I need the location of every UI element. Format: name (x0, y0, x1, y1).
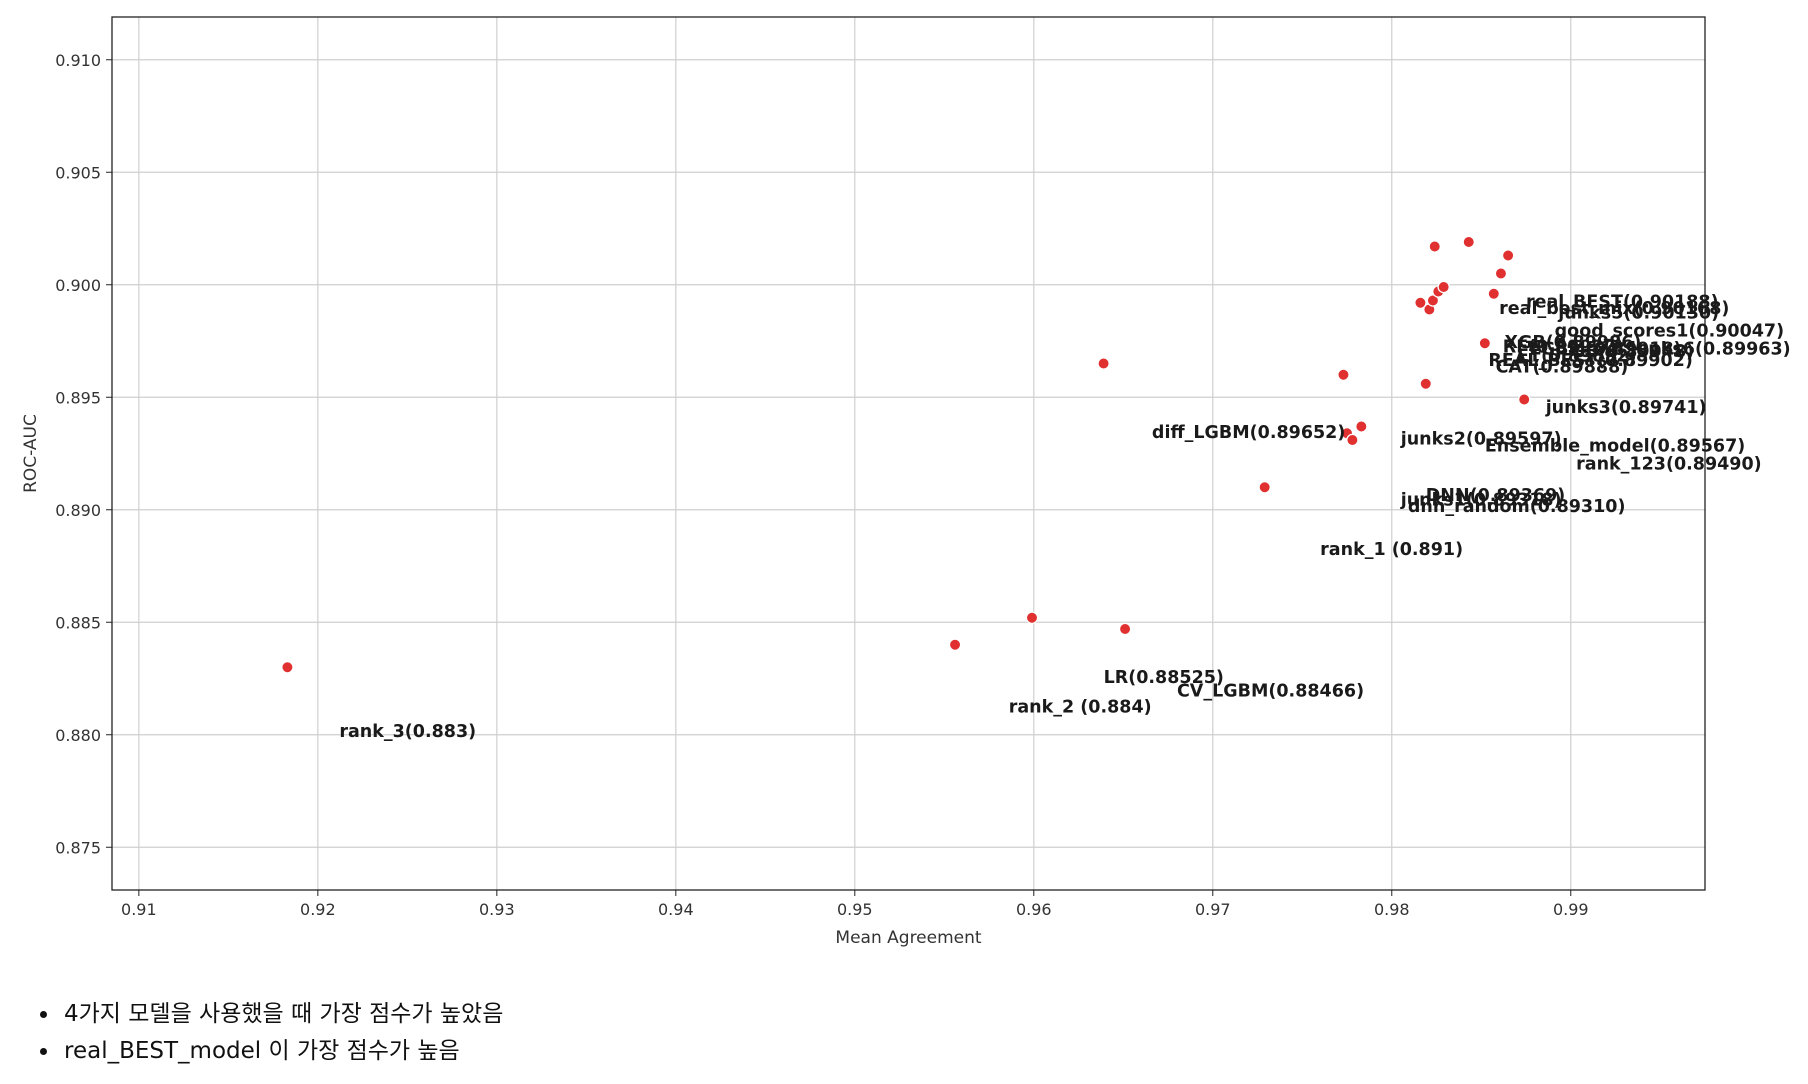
data-point (1355, 420, 1368, 433)
point-label: junks1(0.89318) (1400, 490, 1562, 510)
y-tick-label: 0.905 (55, 163, 101, 182)
point-label: CV_LGBM(0.88466) (1177, 682, 1364, 702)
data-point (1118, 622, 1132, 636)
plot-frame (111, 16, 1706, 891)
point-labels: rank_3(0.883) rank_2 (0.884) LR(0.88525)CV… (339, 292, 1790, 742)
data-point (1501, 249, 1515, 262)
y-tick-label: 0.900 (55, 276, 101, 295)
y-tick-label: 0.910 (55, 51, 101, 70)
data-point (1428, 240, 1441, 253)
data-point (1478, 336, 1492, 350)
x-tick-label: 0.94 (658, 900, 694, 919)
point-label: ET(0.89892) (1517, 346, 1637, 366)
point-label: LR(0.88525) (1104, 668, 1224, 688)
y-tick-label: 0.875 (55, 838, 101, 857)
data-point (1487, 287, 1501, 300)
x-axis-title: Mean Agreement (835, 928, 981, 948)
point-label: rank_123(0.89490) (1576, 454, 1762, 474)
x-tick-label: 0.98 (1374, 900, 1410, 919)
point-label: junks6(0.89963) (1629, 340, 1791, 360)
point-label: rank_2 (0.884) (1009, 697, 1152, 717)
x-tick-label: 0.95 (837, 900, 873, 919)
y-tick-label: 0.895 (55, 388, 101, 407)
notes-list: 4가지 모델을 사용했을 때 가장 점수가 높았음 real_BEST_mode… (30, 996, 503, 1070)
data-point (1462, 235, 1475, 249)
point-label: REAL_BEST(0.89902) (1488, 351, 1692, 371)
point-label: CAT(0.89888) (1496, 358, 1629, 378)
x-tick-label: 0.91 (121, 900, 157, 919)
x-tick-label: 0.99 (1553, 900, 1589, 919)
note-item: real_BEST_model 이 가장 점수가 높음 (60, 1033, 503, 1070)
point-label: GB(0.89948) (1571, 342, 1694, 362)
data-point (1494, 267, 1508, 280)
x-tick-label: 0.97 (1195, 900, 1231, 919)
grid-lines (112, 17, 1705, 890)
point-label: good_scores1(0.90047) (1555, 322, 1784, 342)
data-point (1419, 377, 1433, 390)
data-point (1337, 368, 1350, 381)
point-label: rank_1 (0.891) (1320, 540, 1463, 560)
point-label: real_best_mix(0.90168) (1499, 299, 1729, 319)
point-label: dnn_random(0.89310) (1408, 497, 1626, 517)
x-tick-label: 0.92 (300, 900, 336, 919)
point-label: XGB(0.89986) (1505, 333, 1642, 353)
point-label: LGBM(0.89918) (1530, 340, 1682, 360)
data-point (1097, 357, 1110, 370)
point-label: junks5(0.90130) (1557, 304, 1719, 324)
y-axis-title: ROC-AUC (21, 414, 41, 493)
data-point (1426, 294, 1440, 307)
point-label: junks2(0.89597) (1400, 430, 1562, 450)
data-point (1517, 393, 1531, 406)
point-label: DNN(0.89369) (1426, 486, 1566, 506)
point-label: Ensemble_model(0.89567) (1485, 436, 1745, 456)
point-label: diff_LGBM(0.89652) (1152, 423, 1345, 443)
data-point (1414, 296, 1427, 309)
y-tick-label: 0.890 (55, 501, 101, 520)
point-label: junks3(0.89741) (1545, 398, 1707, 418)
data-point (948, 638, 962, 652)
point-label: rank_3(0.883) (339, 722, 476, 742)
scatter-chart: 0.91 0.92 0.93 0.94 0.95 0.96 0.97 0.98 0.99 0.87… (21, 16, 1791, 948)
note-item: 4가지 모델을 사용했을 때 가장 점수가 높았음 (60, 996, 503, 1033)
axis-ticks: 0.91 0.92 0.93 0.94 0.95 0.96 0.97 0.98 0.99 0.87… (55, 51, 1588, 919)
data-points (281, 235, 1531, 674)
data-point (1025, 611, 1039, 625)
data-point (1437, 280, 1450, 294)
y-tick-label: 0.880 (55, 726, 101, 745)
data-point (281, 661, 294, 674)
data-point (1258, 480, 1271, 494)
data-point (1346, 433, 1359, 447)
point-label: real_BEST(0.90188) (1526, 292, 1719, 312)
x-tick-label: 0.96 (1016, 900, 1052, 919)
x-tick-label: 0.93 (479, 900, 515, 919)
y-tick-label: 0.885 (55, 613, 101, 632)
point-label: RF(0.89930) (1503, 337, 1624, 357)
